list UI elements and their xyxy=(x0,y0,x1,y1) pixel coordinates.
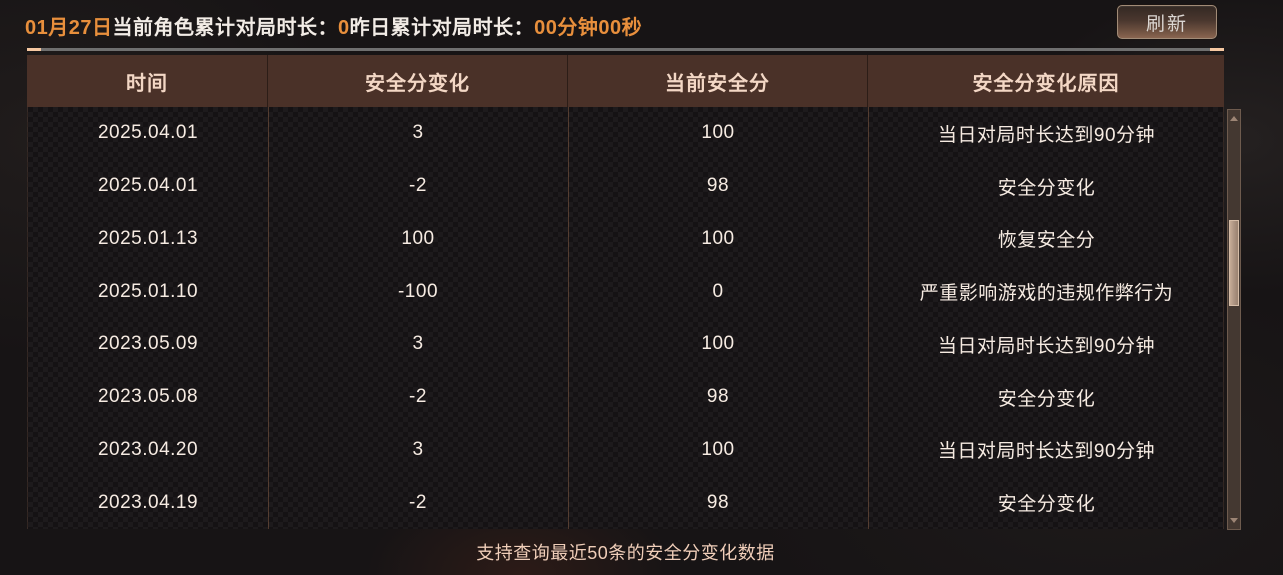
table-row: 2025.01.13 100 100 恢复安全分 xyxy=(28,213,1225,266)
refresh-button[interactable]: 刷新 xyxy=(1117,5,1217,39)
today-playtime-label: 当前角色累计对局时长： xyxy=(112,17,338,39)
footer-note: 支持查询最近50条的安全分变化数据 xyxy=(476,543,775,563)
table-row: 2025.04.01 3 100 当日对局时长达到90分钟 xyxy=(28,107,1225,160)
column-divider xyxy=(268,107,269,529)
cell-current-score: 98 xyxy=(706,386,730,408)
column-header-reason: 安全分变化原因 xyxy=(867,55,1224,107)
scrollbar-thumb[interactable] xyxy=(1229,220,1239,306)
cell-reason: 安全分变化 xyxy=(997,388,1096,410)
cell-current-score: 100 xyxy=(701,333,735,355)
scroll-down-icon[interactable] xyxy=(1230,518,1238,523)
top-divider xyxy=(27,48,1224,51)
column-divider xyxy=(868,107,869,529)
cell-reason: 当日对局时长达到90分钟 xyxy=(937,441,1156,463)
cell-current-score: 98 xyxy=(706,491,730,513)
cell-time: 2023.05.08 xyxy=(97,386,199,408)
scrollbar[interactable] xyxy=(1227,109,1241,530)
cell-current-score: 98 xyxy=(706,175,730,197)
cell-score-change: -2 xyxy=(409,175,427,197)
cell-score-change: 3 xyxy=(412,122,424,144)
column-divider xyxy=(568,107,569,529)
cell-score-change: -2 xyxy=(409,491,427,513)
cell-reason: 当日对局时长达到90分钟 xyxy=(937,335,1156,357)
column-header-score-change: 安全分变化 xyxy=(267,55,567,107)
table-row: 2023.05.09 3 100 当日对局时长达到90分钟 xyxy=(28,318,1225,371)
cell-time: 2025.01.10 xyxy=(97,280,199,302)
yesterday-playtime-label: 昨日累计对局时长： xyxy=(349,17,535,39)
cell-reason: 严重影响游戏的违规作弊行为 xyxy=(919,283,1174,305)
cell-score-change: -2 xyxy=(409,386,427,408)
cell-current-score: 100 xyxy=(701,438,735,460)
divider-right-cap xyxy=(1210,48,1224,51)
divider-left-cap xyxy=(27,48,41,51)
cell-score-change: -100 xyxy=(397,280,439,302)
table-row: 2023.05.08 -2 98 安全分变化 xyxy=(28,371,1225,424)
yesterday-playtime-value: 00分钟00秒 xyxy=(534,17,643,39)
table-row: 2023.04.20 3 100 当日对局时长达到90分钟 xyxy=(28,424,1225,477)
cell-score-change: 3 xyxy=(412,438,424,460)
cell-time: 2023.05.09 xyxy=(97,333,199,355)
table-body: 2025.04.01 3 100 当日对局时长达到90分钟 2025.04.01… xyxy=(27,107,1224,529)
table-row: 2025.01.10 -100 0 严重影响游戏的违规作弊行为 xyxy=(28,265,1225,318)
cell-current-score: 100 xyxy=(701,227,735,249)
cell-reason: 当日对局时长达到90分钟 xyxy=(937,124,1156,146)
cell-time: 2023.04.19 xyxy=(97,491,199,513)
cell-time: 2025.01.13 xyxy=(97,227,199,249)
table-row: 2025.04.01 -2 98 安全分变化 xyxy=(28,160,1225,213)
table-header: 时间 安全分变化 当前安全分 安全分变化原因 xyxy=(27,55,1224,107)
playtime-summary: 01月27日当前角色累计对局时长：0昨日累计对局时长：00分钟00秒 xyxy=(25,11,642,40)
cell-reason: 安全分变化 xyxy=(997,177,1096,199)
cell-reason: 安全分变化 xyxy=(997,494,1096,516)
column-header-time: 时间 xyxy=(126,72,168,95)
current-date: 01月27日 xyxy=(25,17,113,39)
cell-current-score: 0 xyxy=(712,280,724,302)
cell-time: 2025.04.01 xyxy=(97,175,199,197)
cell-reason: 恢复安全分 xyxy=(997,230,1096,252)
scroll-up-icon[interactable] xyxy=(1230,116,1238,121)
cell-time: 2023.04.20 xyxy=(97,438,199,460)
cell-time: 2025.04.01 xyxy=(97,122,199,144)
cell-current-score: 100 xyxy=(701,122,735,144)
table-row: 2023.04.19 -2 98 安全分变化 xyxy=(28,476,1225,529)
column-header-current-score: 当前安全分 xyxy=(567,55,867,107)
cell-score-change: 100 xyxy=(401,227,435,249)
cell-score-change: 3 xyxy=(412,333,424,355)
today-playtime-value: 0 xyxy=(338,17,350,39)
